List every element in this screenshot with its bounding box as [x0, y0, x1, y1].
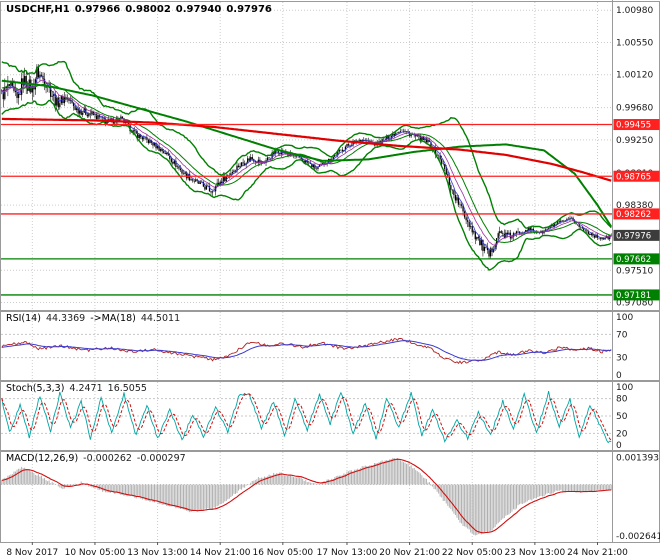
svg-text:13 Nov 13:00: 13 Nov 13:00	[127, 548, 188, 558]
svg-text:0.98380: 0.98380	[616, 201, 653, 211]
svg-text:0.97181: 0.97181	[616, 291, 651, 301]
svg-text:1.00550: 1.00550	[616, 38, 653, 48]
svg-text:0: 0	[616, 441, 622, 451]
svg-text:0.97510: 0.97510	[616, 266, 653, 276]
svg-text:0.98262: 0.98262	[616, 210, 651, 220]
svg-text:20: 20	[616, 429, 628, 439]
grid-lines	[0, 0, 660, 543]
svg-text:-0.002641: -0.002641	[616, 532, 660, 542]
svg-text:1.00980: 1.00980	[616, 6, 653, 16]
svg-text:30: 30	[616, 354, 628, 364]
svg-text:0.99250: 0.99250	[616, 136, 653, 146]
svg-text:50: 50	[616, 412, 628, 422]
svg-text:16 Nov 05:00: 16 Nov 05:00	[252, 548, 313, 558]
svg-text:80: 80	[616, 395, 628, 405]
svg-text:0.97662: 0.97662	[616, 255, 651, 265]
svg-text:23 Nov 13:00: 23 Nov 13:00	[505, 548, 566, 558]
svg-text:100: 100	[616, 313, 633, 323]
svg-text:0.99680: 0.99680	[616, 104, 653, 114]
svg-text:0.98765: 0.98765	[616, 172, 651, 182]
main-price-panel[interactable]	[1, 60, 613, 296]
svg-text:0.001393: 0.001393	[616, 453, 659, 463]
svg-text:14 Nov 21:00: 14 Nov 21:00	[190, 548, 251, 558]
macd-panel[interactable]	[1, 457, 612, 536]
svg-text:1.00120: 1.00120	[616, 71, 653, 81]
svg-text:24 Nov 21:00: 24 Nov 21:00	[567, 548, 628, 558]
price-axis[interactable]: 1.009801.005501.001200.996800.992500.988…	[613, 6, 660, 542]
svg-text:100: 100	[616, 383, 633, 393]
svg-text:0.97976: 0.97976	[616, 232, 651, 242]
svg-text:20 Nov 21:00: 20 Nov 21:00	[379, 548, 440, 558]
stochastic-panel[interactable]	[1, 391, 612, 444]
svg-text:70: 70	[616, 330, 628, 340]
rsi-panel[interactable]	[1, 333, 612, 365]
time-axis[interactable]: 8 Nov 2017 10 Nov 05:00 13 Nov 13:00 14 Nov…	[6, 542, 628, 558]
svg-text:8 Nov 2017: 8 Nov 2017	[6, 548, 58, 558]
svg-text:10 Nov 05:00: 10 Nov 05:00	[65, 548, 126, 558]
svg-text:17 Nov 13:00: 17 Nov 13:00	[317, 548, 378, 558]
svg-text:0.97080: 0.97080	[616, 299, 653, 309]
svg-text:22 Nov 05:00: 22 Nov 05:00	[442, 548, 503, 558]
svg-text:0.99455: 0.99455	[616, 121, 651, 131]
svg-text:0: 0	[616, 371, 622, 381]
